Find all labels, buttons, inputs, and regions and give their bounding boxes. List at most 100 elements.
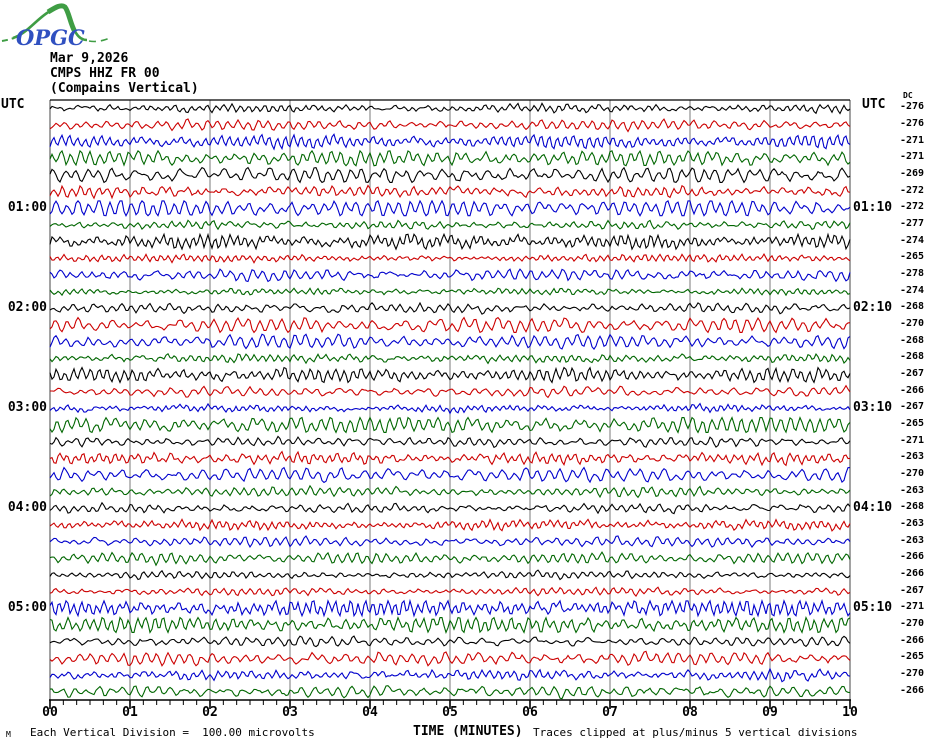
dc-value: -271 — [900, 601, 925, 613]
trace-row — [49, 416, 851, 434]
trace-row — [49, 435, 851, 449]
x-tick-label: 02 — [202, 705, 218, 720]
x-axis-title: TIME (MINUTES) — [413, 724, 523, 739]
trace-row — [49, 501, 851, 515]
x-tick-label: 00 — [42, 705, 58, 720]
trace-row — [49, 333, 851, 351]
hour-label-left: 01:00 — [7, 200, 47, 216]
dc-value: -266 — [900, 384, 925, 396]
trace-row — [49, 598, 851, 618]
scale-note: Each Vertical Division = 100.00 microvol… — [30, 726, 315, 739]
dc-value: -276 — [900, 101, 925, 113]
dc-value: -269 — [900, 168, 925, 179]
dc-column-header: DC — [903, 91, 913, 100]
hour-label-left: 02:00 — [7, 300, 47, 316]
trace-row — [49, 650, 851, 667]
dc-value: -263 — [900, 451, 925, 463]
trace-row — [49, 635, 851, 648]
hour-label-left: 03:00 — [7, 400, 47, 416]
trace-row — [49, 535, 851, 548]
trace-row — [49, 252, 851, 264]
header-component: (Compains Vertical) — [50, 81, 199, 96]
corner-mark: M — [6, 730, 11, 739]
trace-row — [49, 149, 851, 167]
trace-row — [49, 450, 851, 467]
dc-value: -268 — [900, 334, 925, 346]
logo-curve-dash-left — [1, 37, 15, 42]
dc-value: -267 — [900, 584, 925, 596]
dc-value: -266 — [900, 634, 925, 646]
trace-row — [50, 384, 851, 399]
trace-row — [49, 102, 851, 115]
dc-value: -272 — [900, 201, 925, 213]
trace-row — [49, 287, 851, 297]
dc-value: -271 — [900, 151, 925, 163]
hour-label-right: 02:10 — [853, 300, 893, 316]
trace-row — [49, 232, 851, 251]
dc-value: -266 — [900, 684, 925, 696]
opgc-logo: OPGC — [1, 3, 113, 50]
trace-row — [49, 199, 851, 217]
trace-row — [49, 484, 851, 499]
trace-row — [49, 586, 851, 598]
x-tick-label: 04 — [362, 705, 378, 720]
dc-value: -268 — [900, 351, 925, 363]
dc-value: -265 — [900, 651, 925, 663]
trace-row — [49, 402, 851, 415]
x-tick-label: 05 — [442, 705, 458, 720]
dc-value: -274 — [900, 284, 925, 296]
dc-value: -270 — [900, 468, 925, 479]
dc-value: -267 — [900, 401, 925, 413]
hour-label-right: 03:10 — [853, 400, 893, 416]
dc-value: -270 — [900, 318, 925, 329]
trace-row — [49, 268, 851, 283]
trace-row — [49, 316, 851, 334]
hour-label-right: 01:10 — [853, 200, 893, 216]
header-channel: CMPS HHZ FR 00 — [50, 66, 160, 81]
dc-value: -265 — [900, 418, 925, 429]
hour-label-right: 04:10 — [853, 500, 893, 516]
x-tick-label: 01 — [122, 705, 138, 720]
logo-text: OPGC — [16, 25, 85, 50]
trace-row — [49, 118, 851, 133]
hour-label-right: 05:10 — [853, 600, 893, 616]
dc-value: -263 — [900, 518, 925, 529]
x-tick-label: 03 — [282, 705, 298, 720]
header-date: Mar 9,2026 — [50, 51, 129, 66]
dc-value: -276 — [900, 118, 925, 129]
utc-label-left: UTC — [1, 97, 25, 112]
x-tick-label: 07 — [602, 705, 618, 720]
clip-note: Traces clipped at plus/minus 5 vertical … — [533, 726, 858, 739]
dc-value: -272 — [900, 184, 925, 196]
dc-value: -270 — [900, 618, 925, 629]
x-tick-label: 08 — [682, 705, 698, 720]
dc-value: -271 — [900, 434, 925, 446]
trace-row — [49, 166, 851, 184]
trace-row — [49, 569, 851, 581]
dc-value: -263 — [900, 484, 925, 496]
dc-value: -263 — [900, 534, 925, 546]
utc-label-right: UTC — [862, 97, 886, 112]
dc-value: -267 — [900, 368, 925, 379]
trace-row — [49, 133, 851, 151]
hour-label-left: 04:00 — [7, 500, 47, 516]
dc-value: -266 — [900, 551, 925, 563]
trace-row — [49, 685, 851, 700]
logo-curve-peak — [46, 3, 78, 34]
dc-value: -268 — [900, 301, 925, 313]
dc-value: -268 — [900, 501, 925, 513]
trace-row — [49, 184, 851, 200]
x-tick-label: 06 — [522, 705, 538, 720]
trace-row — [49, 301, 851, 315]
trace-row — [49, 466, 851, 484]
trace-row — [49, 616, 851, 635]
trace-row — [49, 518, 851, 532]
trace-row — [49, 219, 851, 231]
hour-label-left: 05:00 — [7, 600, 47, 616]
dc-value: -274 — [900, 234, 925, 246]
trace-row — [49, 366, 851, 384]
trace-row — [49, 551, 851, 567]
dc-value: -277 — [900, 218, 925, 229]
